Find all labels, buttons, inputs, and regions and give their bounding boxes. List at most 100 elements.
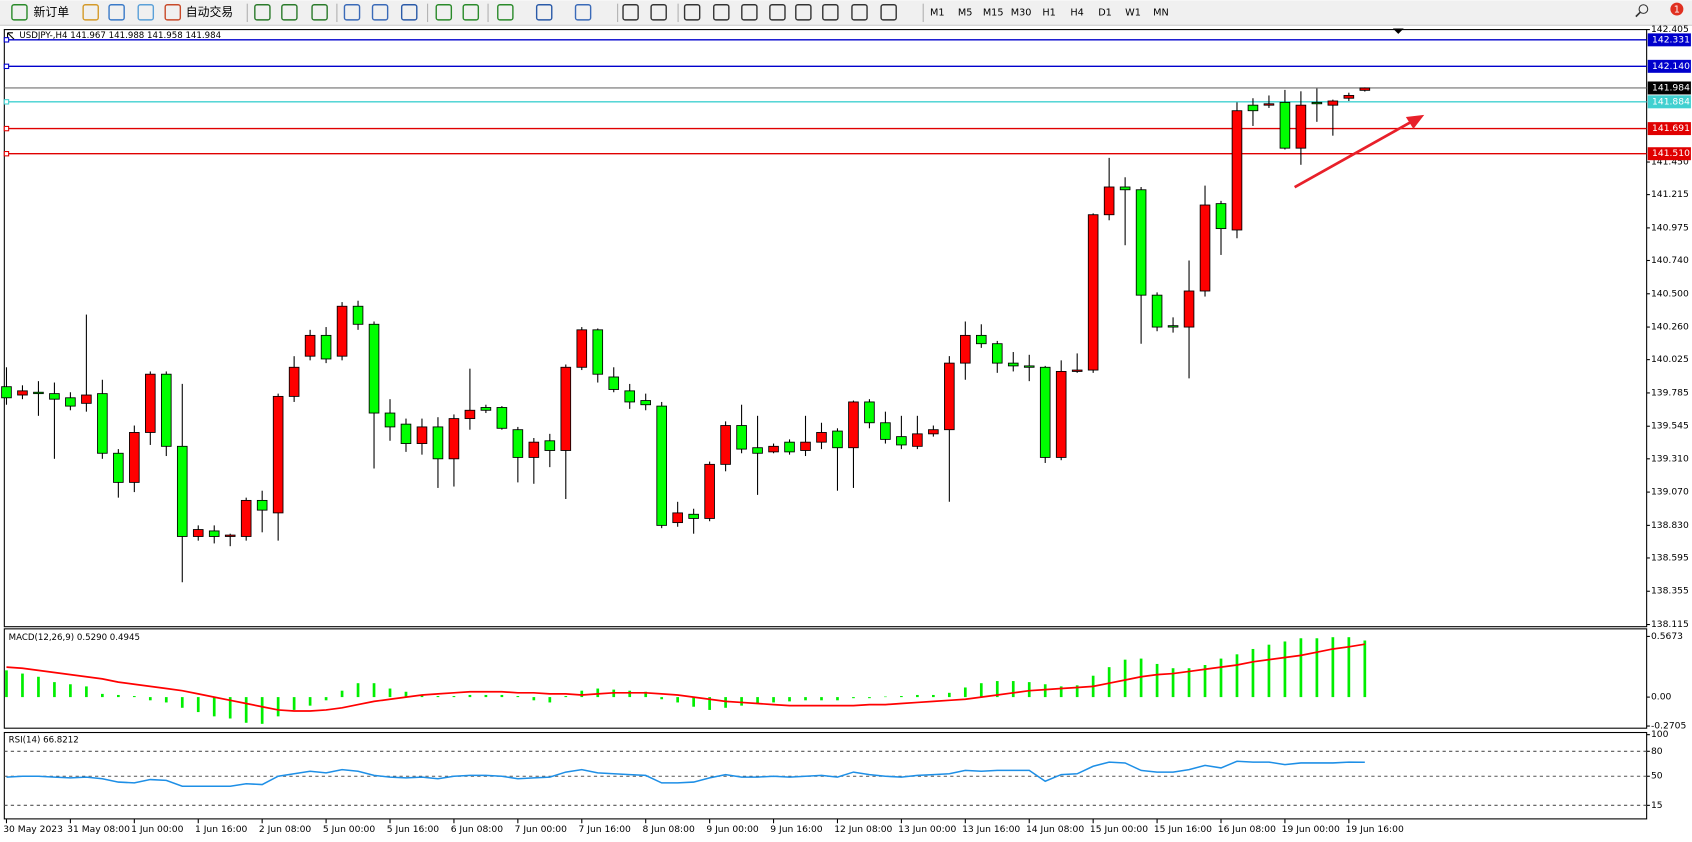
x-tick-label: 19 Jun 16:00 (1346, 824, 1404, 835)
toolbar-icon[interactable] (574, 4, 592, 21)
toolbar-icon[interactable] (11, 4, 28, 21)
candle-body (864, 401, 875, 424)
level-label-bg (1647, 59, 1691, 73)
toolbar-icon[interactable] (741, 4, 758, 21)
level-handle (3, 37, 10, 43)
candle-body (624, 390, 636, 403)
toolbar-icon[interactable] (82, 4, 99, 21)
level-label-bg (1647, 33, 1691, 47)
y-tick-label: 139.545 (1651, 421, 1689, 432)
toolbar-icon[interactable] (281, 4, 298, 21)
toolbar-icon[interactable] (795, 4, 812, 21)
toolbar-icon[interactable] (343, 4, 361, 21)
candle-body (97, 393, 108, 454)
candle-body (160, 373, 172, 447)
toolbar-icon[interactable] (435, 4, 453, 21)
toolbar-icons: M1 M5 M15 M30 H1 H4 D1 W1 MN (11, 3, 1169, 23)
candle-body (416, 426, 428, 444)
toolbar-icon[interactable] (822, 4, 839, 21)
candle-body (129, 432, 140, 483)
candle-body (1103, 186, 1115, 216)
new-order-button[interactable]: 新订单 (33, 5, 69, 19)
candle-body (1055, 371, 1067, 458)
level-label: 142.331 (1652, 34, 1690, 45)
level-handle (3, 63, 10, 70)
toolbar-icon[interactable] (851, 4, 868, 21)
toolbar-icon[interactable] (371, 4, 389, 21)
level-handle (3, 151, 10, 157)
x-tick-label: 6 Jun 08:00 (451, 824, 504, 835)
timeframe-button[interactable]: W1 (1125, 7, 1141, 18)
timeframe-button[interactable]: M5 (958, 7, 973, 18)
candle-body (672, 512, 683, 524)
toolbar-icon[interactable] (880, 4, 897, 21)
candle-body (991, 343, 1003, 364)
candle-body (1007, 362, 1019, 367)
toolbar-icon[interactable] (108, 4, 125, 21)
toolbar (0, 0, 1692, 26)
candle-body (320, 334, 332, 360)
shift-marker (1392, 28, 1404, 34)
toolbar-icon[interactable] (769, 4, 786, 21)
toolbar-icon[interactable] (311, 4, 328, 21)
timeframe-button[interactable]: M15 (983, 7, 1004, 18)
candle-body (65, 397, 76, 407)
toolbar-icon[interactable] (713, 4, 730, 21)
x-tick-label: 14 Jun 08:00 (1026, 824, 1084, 835)
y-tick-label: 139.310 (1651, 453, 1689, 464)
y-tick-label: 100 (1651, 729, 1669, 740)
annotation-arrow (1293, 121, 1411, 189)
panel-title: MACD(12,26,9) 0.5290 0.4945 (9, 633, 140, 643)
candle-body (304, 334, 316, 357)
y-tick-label: 140.260 (1651, 322, 1689, 333)
toolbar-icon[interactable] (462, 4, 480, 21)
timeframe-button[interactable]: MN (1153, 7, 1169, 18)
candle-body (656, 405, 667, 526)
candle-body (896, 436, 907, 446)
level-label-bg (1647, 122, 1691, 136)
candle-body (1119, 186, 1131, 191)
candle-body (1071, 369, 1083, 372)
y-tick-label: 138.115 (1651, 619, 1689, 630)
y-tick-label: 138.355 (1651, 586, 1689, 597)
timeframe-button[interactable]: H1 (1042, 7, 1055, 18)
toolbar-icon[interactable] (254, 4, 271, 21)
toolbar-icon[interactable] (497, 4, 514, 21)
candle-body (288, 366, 300, 397)
y-tick-label: 138.595 (1651, 552, 1689, 563)
toolbar-icon[interactable] (622, 4, 639, 21)
timeframe-button[interactable]: M1 (930, 7, 945, 18)
auto-trading-button[interactable]: 自动交易 (186, 5, 233, 19)
toolbar-icon[interactable] (137, 4, 155, 21)
candle-body (1023, 365, 1035, 368)
toolbar-icon[interactable] (683, 4, 701, 21)
toolbar-icon[interactable] (164, 4, 182, 21)
toolbar-icon[interactable] (650, 4, 667, 21)
search-icon[interactable] (1638, 4, 1649, 14)
level-handle (3, 99, 10, 105)
y-tick-label: 0.5673 (1651, 631, 1683, 642)
notification-count[interactable]: 1 (1674, 5, 1680, 16)
x-tick-label: 5 Jun 16:00 (387, 824, 440, 835)
candle-body (832, 430, 843, 449)
y-tick-label: 80 (1651, 746, 1663, 757)
candle-body (976, 334, 987, 345)
y-tick-label: 15 (1651, 800, 1663, 811)
x-tick-label: 12 Jun 08:00 (834, 824, 892, 835)
candle-body (736, 425, 747, 450)
toolbar-icon[interactable] (535, 4, 553, 21)
candle-body (608, 376, 620, 390)
timeframe-button[interactable]: H4 (1070, 7, 1083, 18)
level-label: 141.884 (1652, 96, 1690, 107)
y-tick-label: 0.00 (1651, 692, 1672, 703)
y-tick-label: 50 (1651, 771, 1663, 782)
notification-badge[interactable] (1670, 2, 1684, 16)
x-tick-label: 9 Jun 00:00 (706, 824, 759, 835)
x-tick-label: 15 Jun 16:00 (1154, 824, 1212, 835)
timeframe-button[interactable]: D1 (1098, 7, 1112, 18)
candle-body (1343, 95, 1355, 99)
toolbar-icon[interactable] (400, 4, 418, 21)
candle-body (928, 429, 939, 435)
timeframe-button[interactable]: M30 (1011, 7, 1032, 18)
